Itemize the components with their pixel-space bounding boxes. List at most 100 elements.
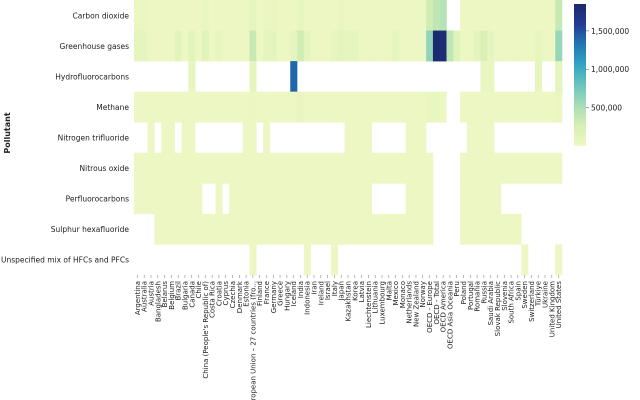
heatmap-cell: [276, 0, 284, 31]
heatmap-cell: [222, 91, 230, 123]
heatmap-cell: [439, 0, 447, 31]
column-label: Switzerland: [528, 281, 536, 322]
heatmap-cell: [405, 213, 413, 245]
heatmap-cell: [398, 0, 407, 31]
heatmap-cell: [555, 0, 563, 31]
column-label: Indonesia: [304, 281, 312, 315]
heatmap-cell: [188, 213, 196, 245]
heatmap-cell: [548, 0, 556, 31]
column-label: Bulgaria: [181, 281, 189, 310]
column-label: Portugal: [467, 281, 475, 310]
heatmap-cell: [201, 0, 210, 31]
heatmap-cell: [371, 152, 379, 184]
heatmap-cell: [317, 152, 325, 184]
heatmap-cell: [364, 91, 373, 123]
heatmap-cell: [521, 244, 529, 276]
heatmap-cell: [317, 91, 325, 123]
heatmap-cell: [154, 213, 162, 245]
heatmap-cell: [412, 0, 420, 31]
heatmap-cell: [154, 0, 162, 31]
heatmap-cell: [337, 0, 345, 31]
heatmap-cell: [310, 0, 318, 31]
heatmap-cell: [351, 91, 359, 123]
heatmap-cell: [514, 0, 522, 31]
column-label: Costa Rica: [209, 281, 217, 318]
heatmap-cell: [297, 213, 305, 245]
heatmap-cell: [446, 30, 454, 62]
heatmap-cell: [256, 183, 264, 215]
heatmap-cell: [208, 30, 216, 62]
heatmap-cell: [174, 91, 182, 123]
heatmap-cell: [297, 30, 305, 62]
heatmap-cell: [555, 61, 563, 92]
column-label: OECD America: [440, 281, 448, 332]
heatmap-cell: [181, 30, 189, 62]
heatmap-cell: [392, 91, 400, 123]
heatmap-cell: [290, 183, 298, 215]
heatmap-cell: [514, 213, 522, 245]
heatmap-cell: [419, 183, 427, 215]
heatmap-cell: [487, 183, 495, 215]
heatmap-cell: [480, 183, 488, 215]
heatmap-cell: [331, 0, 339, 31]
column-label: OECD Asia Oceania: [446, 281, 454, 349]
heatmap-cell: [276, 30, 284, 62]
heatmap-cell: [174, 183, 182, 215]
heatmap-cell: [480, 122, 488, 154]
column-label: Italy: [331, 281, 339, 296]
heatmap-cell: [167, 152, 176, 184]
heatmap-cell: [249, 122, 257, 154]
heatmap-cell: [181, 0, 189, 31]
heatmap-cell: [521, 152, 529, 184]
heatmap-cell: [161, 30, 169, 62]
heatmap-cell: [256, 213, 264, 245]
heatmap-cell: [161, 91, 169, 123]
heatmap-cell: [310, 91, 318, 123]
heatmap-cell: [188, 30, 196, 62]
heatmap-cell: [507, 91, 515, 123]
heatmap-cell: [426, 152, 434, 184]
heatmap-cell: [242, 213, 250, 245]
heatmap-cell: [195, 91, 203, 123]
heatmap-cell: [147, 152, 155, 184]
heatmap-cell: [276, 91, 284, 123]
heatmap-cell: [534, 30, 542, 62]
heatmap-cell: [494, 152, 502, 184]
heatmap-cell: [263, 91, 271, 123]
heatmap-cell: [507, 0, 515, 31]
heatmap-cell: [337, 91, 345, 123]
heatmap-cell: [371, 0, 379, 31]
heatmap-cell: [181, 152, 189, 184]
heatmap-cell: [297, 0, 305, 31]
column-label: Germany: [270, 281, 278, 313]
heatmap-cell: [317, 213, 325, 245]
heatmap-cell: [242, 152, 250, 184]
heatmap-cell: [412, 152, 420, 184]
heatmap-cell: [412, 183, 420, 215]
column-label: Slovenia: [501, 281, 509, 311]
heatmap-cell: [303, 91, 311, 123]
heatmap-cell: [541, 30, 549, 62]
heatmap-cell: [235, 0, 243, 31]
heatmap-cell: [500, 91, 508, 123]
row-label: Hydrofluorocarbons: [55, 72, 129, 81]
heatmap-cell: [283, 30, 291, 62]
heatmap-cell: [249, 30, 257, 62]
heatmap-cell: [419, 91, 427, 123]
heatmap-cell: [494, 91, 502, 123]
heatmap-cell: [215, 30, 223, 62]
heatmap-cell: [453, 30, 461, 62]
heatmap-cell: [358, 152, 366, 184]
heatmap-cell: [344, 183, 352, 215]
column-label: Hungary: [283, 281, 291, 311]
heatmap-cell: [161, 152, 169, 184]
row-label: Perfluorocarbons: [66, 195, 129, 204]
column-label: Kazakhstan: [345, 281, 353, 321]
heatmap-cell: [364, 122, 373, 154]
column-label: Monaco: [399, 281, 407, 308]
heatmap-cell: [392, 0, 400, 31]
heatmap-cell: [303, 183, 311, 215]
heatmap-cell: [426, 91, 434, 123]
heatmap-cell: [412, 213, 420, 245]
heatmap-cell: [548, 30, 556, 62]
